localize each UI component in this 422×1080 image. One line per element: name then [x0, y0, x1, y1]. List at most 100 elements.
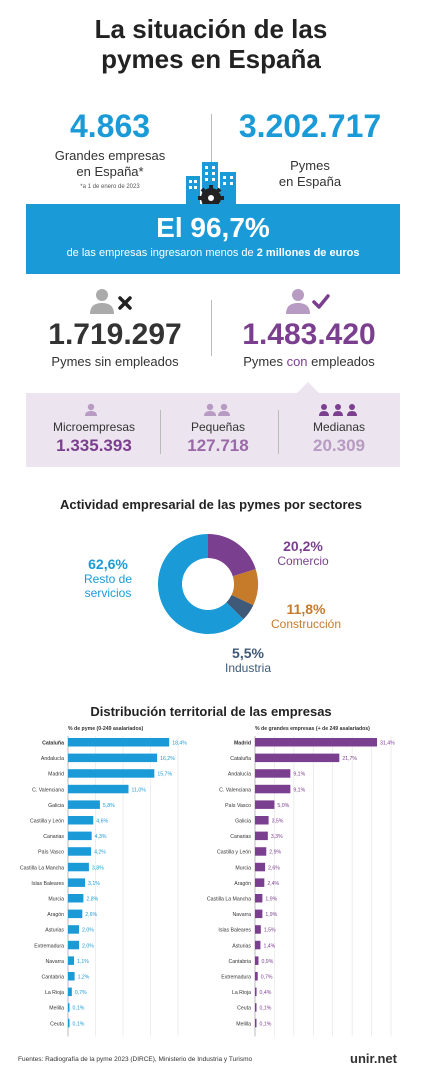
donut-slice-2 — [231, 569, 258, 606]
right-chart-value-label: 2,6% — [268, 865, 280, 871]
right-chart-value-label: 0,4% — [260, 990, 272, 996]
right-chart-bar — [255, 878, 265, 887]
left-chart-category-label: Islas Baleares — [31, 881, 64, 887]
left-chart-value-label: 4,6% — [96, 819, 108, 825]
top-divider — [211, 114, 212, 200]
territory-title: Distribución territorial de las empresas — [90, 704, 332, 719]
left-chart-value-label: 5,8% — [103, 803, 115, 809]
donut-slice-3 — [226, 595, 254, 620]
sectors-title: Actividad empresarial de las pymes por s… — [59, 497, 363, 512]
sector-construccion: 11,8% Construcción — [266, 601, 346, 631]
right-chart-category-label: Aragón — [234, 881, 251, 887]
size-small-label: Pequeñas — [190, 420, 246, 434]
right-chart-category-label: País Vasco — [225, 803, 251, 809]
footer-source: Fuentes: Radiografía de la pyme 2023 (DI… — [18, 1056, 253, 1063]
right-chart-value-label: 5,0% — [277, 803, 289, 809]
left-chart-bar — [68, 831, 92, 841]
right-chart-category-label: Cataluña — [230, 756, 251, 762]
right-chart-category-label: Canarias — [230, 834, 251, 840]
right-chart-category-label: Navarra — [233, 912, 252, 918]
left-chart-bar — [68, 784, 129, 794]
sector-resto-label-line: servicios — [84, 586, 132, 600]
large-companies-number: 4.863 — [69, 108, 151, 144]
sector-comercio-value: 20,2% — [283, 538, 323, 554]
sme-stat: 3.202.717 Pymes en España — [218, 108, 402, 190]
right-chart-bar — [255, 1003, 257, 1012]
right-chart-value-label: 1,9% — [265, 912, 277, 918]
right-chart-value-label: 1,5% — [264, 928, 276, 934]
sector-comercio-label: Comercio — [277, 554, 329, 568]
left-chart-bar — [68, 1003, 70, 1012]
left-chart-category-label: Andalucía — [41, 756, 64, 762]
sme-label-2: en España — [278, 174, 342, 189]
right-chart-bar — [255, 800, 275, 809]
right-chart-bar — [255, 940, 261, 950]
left-chart-bar — [68, 925, 79, 934]
right-chart-subtitle: % de grandes empresas (+ de 249 asalaria… — [255, 726, 370, 732]
left-chart-value-label: 11,0% — [132, 787, 147, 793]
right-chart-bar — [255, 909, 263, 919]
with-label-con: con — [286, 354, 308, 369]
size-small: Pequeñas 127.718 — [162, 420, 274, 456]
left-chart-bar — [68, 987, 72, 997]
person-with-employees-icon — [286, 289, 330, 314]
sector-industria: 5,5% Industria — [210, 645, 286, 675]
left-chart-value-label: 18,4% — [172, 741, 187, 747]
left-chart-category-label: Madrid — [48, 772, 64, 778]
right-chart-category-label: La Rioja — [232, 990, 251, 996]
with-label-pre: Pymes — [243, 354, 287, 369]
right-chart-bar — [255, 847, 267, 856]
left-chart-subtitle: % de pyme (0-249 asalariados) — [68, 726, 144, 732]
left-chart-category-label: País Vasco — [38, 850, 64, 856]
left-chart-value-label: 4,2% — [94, 850, 106, 856]
right-chart-value-label: 2,9% — [269, 850, 281, 856]
left-chart-category-label: Extremadura — [34, 943, 64, 949]
right-chart-value-label: 0,1% — [260, 1006, 272, 1012]
left-chart-value-label: 2,0% — [82, 943, 94, 949]
right-chart-category-label: Asturias — [232, 943, 251, 949]
right-chart-bar — [255, 956, 259, 965]
left-chart-category-label: Castilla y León — [30, 819, 64, 825]
size-medium: Medianas 20.309 — [280, 420, 398, 456]
territory-bar-charts: % de pyme (0-249 asalariados)05101520Cat… — [20, 726, 395, 1037]
left-chart-bar — [68, 878, 86, 887]
left-chart-bar — [68, 816, 94, 825]
left-chart-bar — [68, 972, 75, 981]
sme-number: 3.202.717 — [238, 108, 382, 144]
sme-label-1: Pymes — [290, 158, 330, 173]
banner-text: de las empresas ingresaron menos de 2 mi… — [26, 247, 400, 259]
right-chart-category-label: Cantabria — [229, 959, 252, 965]
left-chart-value-label: 2,6% — [85, 912, 97, 918]
size-small-value: 127.718 — [187, 436, 249, 455]
left-chart-bar — [68, 956, 75, 965]
size-micro-value: 1.335.393 — [56, 436, 132, 455]
left-chart-value-label: 0,7% — [75, 990, 87, 996]
left-chart-value-label: 1,2% — [78, 975, 90, 981]
donut-slice-0 — [158, 534, 244, 634]
left-chart-value-label: 3,8% — [92, 865, 104, 871]
left-chart-bar — [68, 909, 83, 919]
sector-industria-label: Industria — [224, 661, 272, 675]
left-chart-category-label: Asturias — [45, 928, 64, 934]
right-chart-value-label: 0,9% — [261, 959, 273, 965]
left-chart-category-label: Aragón — [47, 912, 64, 918]
without-employees-label: Pymes sin empleados — [51, 354, 179, 369]
right-chart-value-label: 1,9% — [265, 897, 277, 903]
sector-construccion-value: 11,8% — [286, 601, 326, 617]
person-no-employees-icon — [90, 289, 132, 314]
left-chart-bar — [68, 894, 84, 903]
small-persons-icon — [204, 403, 230, 416]
title-line-1: La situación de las — [94, 14, 328, 44]
large-companies-stat: 4.863 Grandes empresas en España* *a 1 d… — [20, 108, 200, 190]
right-chart-category-label: Castilla La Mancha — [207, 897, 251, 903]
left-chart-bar — [68, 940, 79, 950]
middle-divider — [211, 300, 212, 356]
right-chart-bar — [255, 987, 257, 997]
with-label-post: empleados — [307, 354, 375, 369]
left-chart-value-label: 15,7% — [157, 772, 172, 778]
without-employees-number: 1.719.297 — [48, 318, 182, 351]
right-chart-category-label: Extremadura — [221, 975, 251, 981]
left-chart-value-label: 0,1% — [73, 1021, 85, 1027]
revenue-banner: El 96,7% de las empresas ingresaron meno… — [26, 204, 400, 274]
footer-brand: unir.net — [350, 1051, 397, 1066]
